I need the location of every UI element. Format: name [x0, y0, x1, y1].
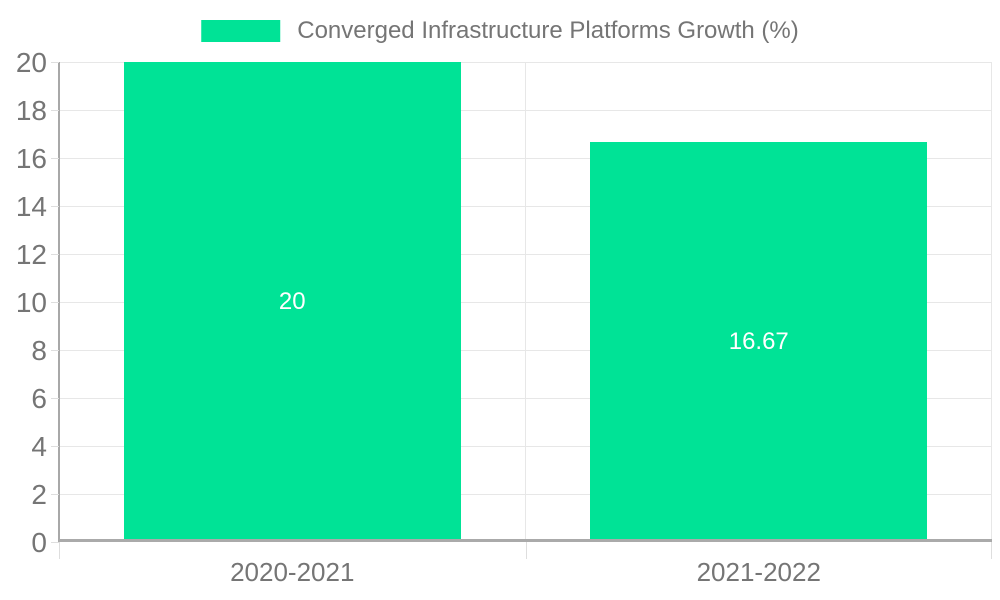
y-gridline	[59, 110, 992, 111]
y-gridline	[59, 398, 992, 399]
y-gridline	[59, 62, 992, 63]
y-tick-mark	[51, 62, 59, 63]
bar-value-label: 20	[278, 288, 306, 315]
y-tick-mark	[51, 302, 59, 303]
y-tick-label: 4	[31, 431, 47, 462]
legend-swatch	[201, 20, 281, 42]
legend[interactable]: Converged Infrastructure Platforms Growt…	[201, 17, 799, 45]
y-tick-mark	[51, 206, 59, 207]
y-gridline	[59, 254, 992, 255]
y-tick-label: 8	[31, 335, 47, 366]
y-axis-line	[58, 62, 60, 542]
x-tick-mark	[991, 542, 992, 559]
plot-area: 20 16.67	[59, 62, 992, 542]
y-tick-label: 6	[31, 383, 47, 414]
x-axis-line	[59, 539, 992, 542]
y-tick-label: 14	[15, 191, 47, 222]
y-tick-mark	[51, 494, 59, 495]
x-tick-label: 2021-2022	[696, 557, 821, 587]
y-tick-label: 12	[15, 239, 47, 270]
y-tick-mark	[51, 446, 59, 447]
y-tick-label: 18	[15, 95, 47, 126]
x-tick-label: 2020-2021	[230, 557, 355, 587]
y-tick-label: 0	[31, 527, 47, 558]
bar[interactable]: 16.67	[590, 141, 928, 542]
y-gridline	[59, 302, 992, 303]
y-tick-mark	[51, 398, 59, 399]
x-gridline	[991, 62, 992, 542]
y-tick-label: 16	[15, 143, 47, 174]
x-tick-mark	[525, 542, 527, 559]
y-tick-mark	[51, 110, 59, 111]
y-tick-label: 2	[31, 479, 47, 510]
y-gridline	[59, 494, 992, 495]
y-gridline	[59, 158, 992, 159]
legend-label: Converged Infrastructure Platforms Growt…	[297, 17, 799, 44]
y-tick-mark	[51, 254, 59, 255]
y-gridline	[59, 350, 992, 351]
bar-value-label: 16.67	[728, 327, 789, 355]
y-tick-label: 20	[15, 47, 47, 78]
y-tick-mark	[51, 158, 59, 159]
x-tick-mark	[59, 542, 60, 559]
y-gridline	[59, 446, 992, 447]
y-tick-mark	[51, 350, 59, 351]
y-tick-label: 10	[15, 287, 47, 318]
bar[interactable]: 20	[123, 62, 461, 542]
x-gridline	[524, 62, 526, 542]
y-tick-mark	[51, 542, 59, 543]
y-gridline	[59, 206, 992, 207]
